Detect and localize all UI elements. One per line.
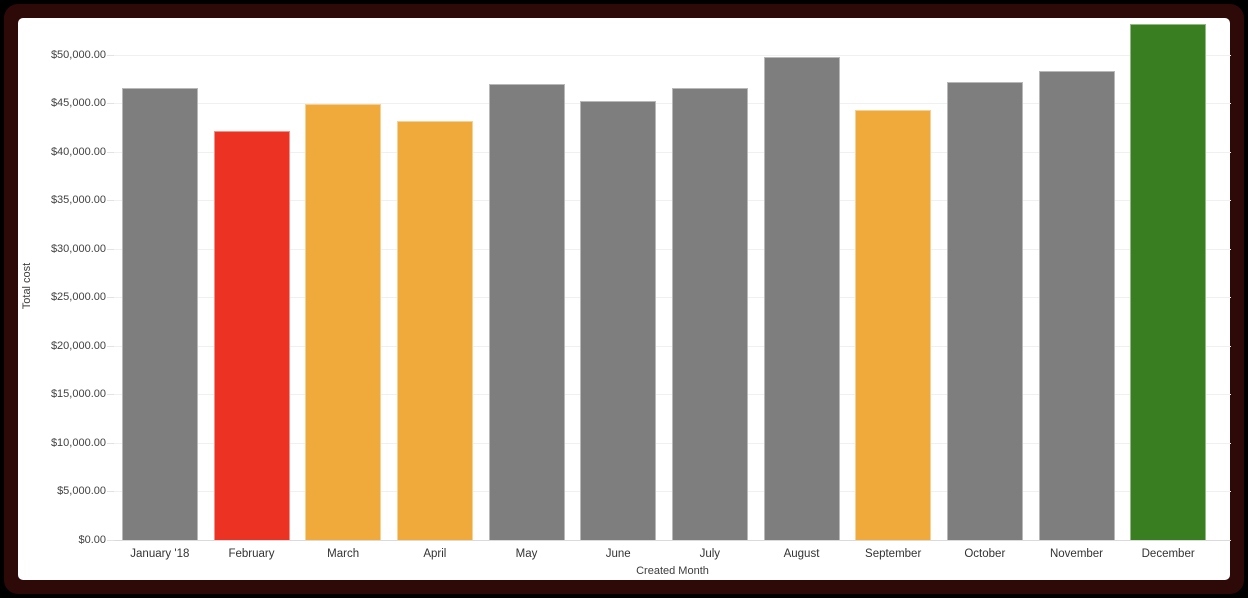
x-tick-label: November [1049,548,1104,560]
y-tick-label: $20,000.00 [50,339,106,352]
x-tick-label: July [699,548,721,560]
bar-january-18[interactable] [121,87,198,540]
x-tick-label: January '18 [130,548,190,560]
bar-march[interactable] [305,104,382,540]
bar-april[interactable] [396,120,473,540]
y-tick-label: $15,000.00 [50,388,106,401]
y-tick-label: $50,000.00 [50,48,106,61]
gridline [114,540,1231,541]
bar-december[interactable] [1130,23,1207,540]
y-tick-mark [107,345,114,347]
y-tick-label: $25,000.00 [50,291,106,304]
y-tick-mark [107,394,114,396]
y-tick-mark [107,151,114,153]
y-tick-label: $10,000.00 [50,436,106,449]
bar-february[interactable] [213,130,290,540]
y-tick-label: $5,000.00 [57,485,106,498]
y-tick-mark [107,491,114,493]
bar-september[interactable] [855,110,932,540]
chart-frame: $0.00 $5,000.00 $10,000.00 $15,000.00 $20,00… [4,4,1244,594]
bar-may[interactable] [488,84,565,540]
bar-june[interactable] [580,100,657,540]
y-tick-label: $35,000.00 [50,194,106,207]
x-tick-label: April [423,548,447,560]
y-tick-label: $45,000.00 [50,97,106,110]
x-axis-labels: January '18 February March April May June July… [114,548,1214,562]
y-tick-mark [107,442,114,444]
x-tick-label: December [1141,548,1195,560]
y-tick-label: $0.00 [78,534,106,546]
chart-canvas: $0.00 $5,000.00 $10,000.00 $15,000.00 $20,00… [18,18,1231,580]
plot-area [114,20,1231,541]
bar-band [114,20,1214,540]
y-tick-label: $30,000.00 [50,242,106,255]
bar-august[interactable] [763,56,840,540]
x-tick-label: February [228,548,275,560]
x-tick-label: May [515,548,538,560]
x-tick-label: October [964,548,1006,560]
bar-november[interactable] [1038,71,1115,540]
y-tick-mark [107,54,114,56]
x-tick-label: August [783,548,820,560]
y-tick-mark [107,103,114,105]
y-axis-title-text: Total cost [21,262,33,310]
gridline [114,54,1231,56]
x-axis-title: Created Month [636,565,709,577]
x-tick-label: March [327,548,360,560]
y-tick-label: $40,000.00 [50,145,106,158]
y-tick-mark [107,248,114,250]
y-tick-mark [107,540,114,541]
bar-july[interactable] [671,88,748,540]
y-tick-mark [107,200,114,202]
y-axis-title: Total cost [21,240,33,309]
x-tick-label: September [865,548,922,560]
bar-october[interactable] [946,82,1023,540]
y-tick-mark [107,297,114,299]
x-tick-label: June [605,548,631,560]
